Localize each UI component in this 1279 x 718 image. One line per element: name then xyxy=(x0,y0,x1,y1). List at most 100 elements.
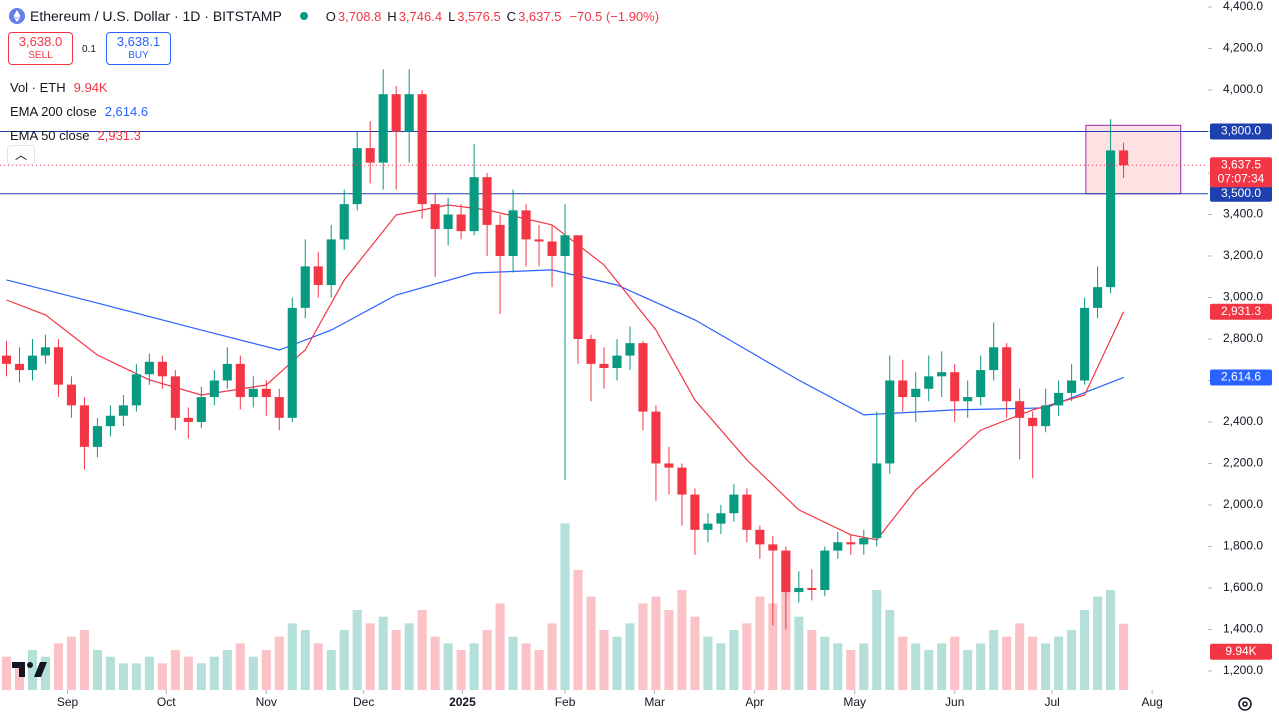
candle-body xyxy=(1041,405,1051,427)
candle-body xyxy=(235,363,245,398)
candle-body xyxy=(79,405,89,447)
volume-bar xyxy=(690,616,700,690)
candle-body xyxy=(1002,347,1012,402)
buy-button[interactable]: 3,638.1 BUY xyxy=(106,32,171,65)
candle-body xyxy=(547,241,557,257)
candle-body xyxy=(378,94,388,163)
x-tick-label: Jun xyxy=(945,695,964,709)
volume-bar xyxy=(742,623,752,690)
candle-body xyxy=(430,204,440,230)
ohlc-key: H xyxy=(387,8,397,24)
y-tick-label: 2,800.0 xyxy=(1223,331,1263,345)
candle-body xyxy=(287,307,297,418)
ema-axis-label: 2,614.6 xyxy=(1221,370,1261,384)
candle-body xyxy=(365,148,375,163)
volume-bar xyxy=(495,603,505,690)
volume-bar xyxy=(911,643,921,690)
volume-bar xyxy=(40,656,51,690)
candle-body xyxy=(586,338,596,364)
volume-bar xyxy=(1002,636,1012,690)
settings-icon[interactable] xyxy=(1237,696,1253,712)
x-tick-label: Aug xyxy=(1141,695,1162,709)
candle-body xyxy=(911,388,921,398)
volume-bar xyxy=(274,636,284,690)
candle-body xyxy=(313,266,323,286)
ohlc-value: 3,637.5 xyxy=(518,8,562,24)
candle-body xyxy=(677,467,687,495)
volume-bar xyxy=(92,650,102,690)
volume-bar xyxy=(443,643,453,690)
indicator-row: EMA 50 close 2,931.3 xyxy=(10,123,148,147)
volume-bar xyxy=(248,656,258,690)
volume-bar xyxy=(209,656,219,690)
y-tick-label: 1,200.0 xyxy=(1223,663,1263,677)
candle-body xyxy=(664,463,674,468)
x-tick-label: Apr xyxy=(745,695,764,709)
indicator-value: 9.94K xyxy=(73,79,108,95)
volume-bar xyxy=(560,523,570,690)
collapse-legend-button[interactable]: ︿ xyxy=(7,145,35,165)
volume-bar xyxy=(469,643,479,690)
volume-bar xyxy=(586,596,596,690)
volume-label-bg xyxy=(1210,643,1272,660)
candle-body xyxy=(27,355,38,371)
volume-bar xyxy=(573,570,583,690)
candle-body xyxy=(53,347,63,385)
candle-body xyxy=(989,347,999,371)
last-price-label-bg xyxy=(1210,157,1272,188)
candle-body xyxy=(781,550,791,593)
candle-body xyxy=(716,513,726,524)
volume-bar xyxy=(430,636,440,690)
candle-body xyxy=(508,210,518,257)
volume-bar xyxy=(105,656,115,690)
volume-bar xyxy=(820,636,830,690)
candle-body xyxy=(807,587,817,591)
volume-bar xyxy=(391,630,401,690)
candle-body xyxy=(755,529,765,545)
indicator-name: Vol · ETH xyxy=(10,79,66,95)
y-tick-label: 1,600.0 xyxy=(1223,580,1263,594)
candle-body xyxy=(859,538,869,545)
volume-bar xyxy=(729,630,739,690)
indicator-name: EMA 50 close xyxy=(10,127,90,143)
x-tick-label: Sep xyxy=(57,695,79,709)
candle-body xyxy=(1054,392,1064,406)
ema-axis-label-bg xyxy=(1210,303,1272,320)
candle-body xyxy=(1093,287,1103,308)
countdown-label: 07:07:34 xyxy=(1218,171,1265,185)
buy-label: BUY xyxy=(128,50,149,61)
candle-body xyxy=(443,214,453,230)
candle-body xyxy=(885,380,895,464)
volume-bar xyxy=(716,643,726,690)
volume-bar xyxy=(755,596,765,690)
candle-body xyxy=(768,544,778,551)
y-tick-label: 3,400.0 xyxy=(1223,207,1263,221)
candle-body xyxy=(703,523,713,530)
volume-bar xyxy=(703,636,713,690)
candle-body xyxy=(105,415,115,427)
candle-body xyxy=(1,355,12,364)
x-tick-label: Mar xyxy=(644,695,665,709)
volume-bar xyxy=(235,643,245,690)
candle-body xyxy=(872,463,882,539)
candle-body xyxy=(1028,417,1038,427)
candle-body xyxy=(92,426,102,447)
y-tick-label: 2,400.0 xyxy=(1223,414,1263,428)
sell-button[interactable]: 3,638.0 SELL xyxy=(8,32,73,65)
candle-body xyxy=(1119,150,1129,166)
volume-bar xyxy=(1015,623,1025,690)
y-tick-label: 3,200.0 xyxy=(1223,248,1263,262)
indicator-value: 2,614.6 xyxy=(104,103,149,119)
volume-bar xyxy=(417,610,427,690)
time-axis-bg xyxy=(0,690,1279,718)
candle-body xyxy=(417,94,427,205)
x-tick-label: Oct xyxy=(157,695,176,709)
candle-body xyxy=(456,214,466,232)
candle-body xyxy=(222,363,232,381)
volume-bar xyxy=(157,663,167,690)
candle-body xyxy=(898,380,908,398)
volume-bar xyxy=(404,623,414,690)
candle-body xyxy=(573,235,583,339)
sell-price: 3,638.0 xyxy=(18,34,63,49)
